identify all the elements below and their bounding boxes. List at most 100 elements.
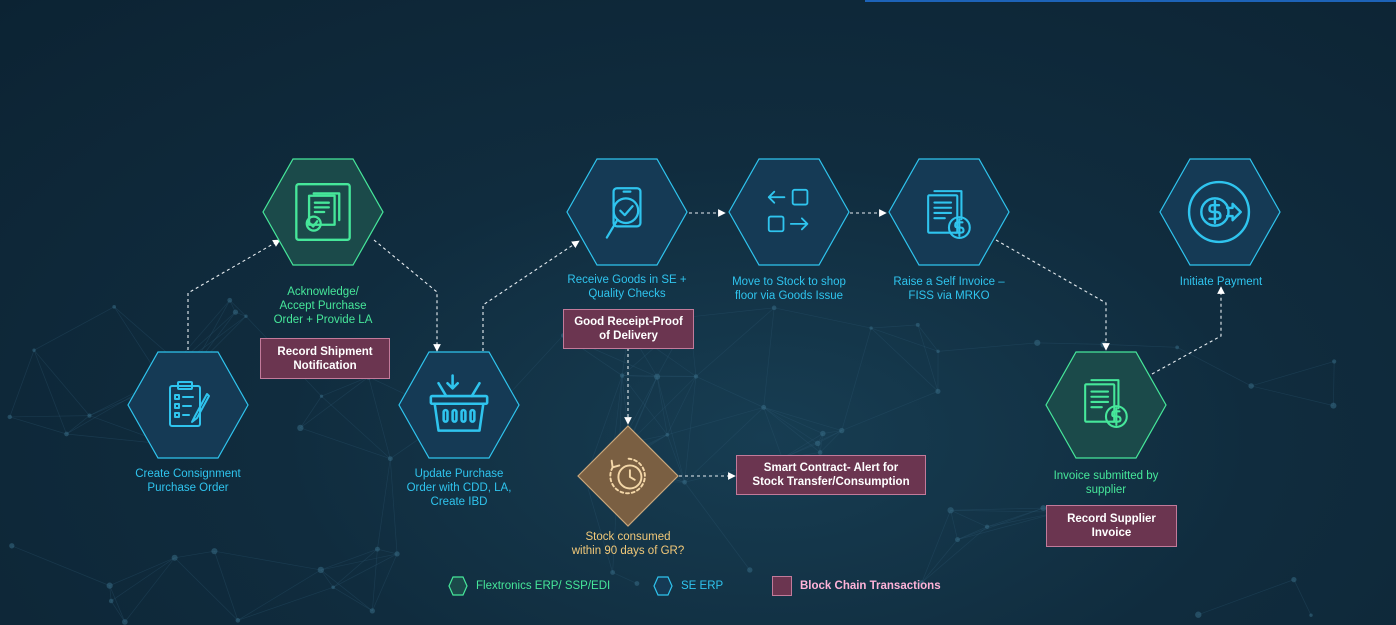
network-line <box>229 300 247 317</box>
network-line <box>321 376 369 397</box>
network-line <box>921 510 951 583</box>
network-line <box>1333 361 1335 406</box>
step-label-acknowledge-po: Acknowledge/ Accept Purchase Order + Pro… <box>273 286 373 326</box>
network-node <box>1034 339 1041 346</box>
network-line <box>1293 579 1312 616</box>
network-node <box>771 305 777 311</box>
legend-hex-blue-icon <box>653 576 673 596</box>
network-node <box>814 440 821 447</box>
invoice-dollar-icon <box>1084 379 1128 428</box>
transfer-boxes-icon <box>767 188 809 233</box>
network-line <box>950 510 958 540</box>
legend-hex-green-icon <box>448 576 468 596</box>
network-node <box>227 297 233 303</box>
connector-create-to-ack <box>187 239 281 350</box>
network-line <box>372 553 398 611</box>
network-node <box>761 404 767 410</box>
diamond-shape <box>577 425 679 527</box>
network-node <box>369 608 375 614</box>
network-node <box>235 618 241 623</box>
network-line <box>33 349 90 416</box>
network-line <box>320 569 334 588</box>
network-line <box>841 327 872 431</box>
network-node <box>331 585 335 590</box>
network-node <box>984 524 990 529</box>
invoice-dollar-icon <box>927 190 971 239</box>
step-label-move-stock: Move to Stock to shop floor via Goods Is… <box>732 276 846 302</box>
network-line <box>871 324 918 329</box>
network-line <box>938 342 1038 352</box>
network-line <box>986 507 1044 528</box>
legend-blockchain-swatch <box>772 576 792 596</box>
network-line <box>819 430 842 453</box>
network-node <box>387 456 393 462</box>
network-node <box>121 619 128 625</box>
network-line <box>763 407 842 431</box>
network-line <box>917 324 939 392</box>
blockchain-smart-contract: Smart Contract- Alert for Stock Transfer… <box>736 455 926 495</box>
network-line <box>817 430 842 444</box>
network-node <box>955 537 960 543</box>
blockchain-record-shipment: Record Shipment Notification <box>260 338 390 379</box>
network-node <box>87 413 92 418</box>
network-line <box>782 430 842 459</box>
network-line <box>1037 342 1104 345</box>
network-line <box>667 407 764 436</box>
network-line <box>66 415 90 435</box>
step-receive-goods <box>566 158 688 266</box>
network-line <box>332 548 378 588</box>
network-node <box>820 430 826 437</box>
step-self-invoice <box>888 158 1010 266</box>
step-move-stock <box>728 158 850 266</box>
network-node <box>317 566 325 574</box>
step-label-initiate-payment: Initiate Payment <box>1179 276 1263 288</box>
step-label-self-invoice: Raise a Self Invoice – FISS via MRKO <box>893 276 1005 302</box>
network-node <box>171 554 178 561</box>
legend-label-flextronics: Flextronics ERP/ SSP/EDI <box>476 580 611 592</box>
network-line <box>684 407 764 483</box>
blockchain-record-supplier-invoice: Record Supplier Invoice <box>1046 505 1177 547</box>
network-node <box>32 348 36 352</box>
step-label-receive-goods: Receive Goods in SE + Quality Checks <box>567 274 687 300</box>
network-line <box>9 416 67 435</box>
network-line <box>1251 385 1334 406</box>
network-node <box>1309 613 1313 617</box>
network-node <box>112 304 117 309</box>
network-line <box>695 376 764 408</box>
network-line <box>9 415 90 418</box>
step-create-po <box>127 351 249 459</box>
network-line <box>11 545 110 586</box>
network-line <box>320 569 373 612</box>
network-node <box>9 543 15 549</box>
connector-update-to-receive <box>482 240 580 351</box>
network-line <box>957 526 988 540</box>
network-line <box>763 407 821 453</box>
network-node <box>1248 383 1254 389</box>
network-line <box>300 376 369 429</box>
hexagon-se <box>728 158 850 266</box>
network-line <box>174 550 215 559</box>
network-line <box>1251 361 1335 387</box>
network-node <box>374 546 380 552</box>
network-line <box>841 390 939 431</box>
network-node <box>1175 345 1180 350</box>
network-node <box>654 373 661 380</box>
network-line <box>621 375 668 435</box>
network-node <box>619 373 625 378</box>
network-line <box>389 458 398 554</box>
step-label-stock-consumed: Stock consumed within 90 days of GR? <box>571 531 685 557</box>
hexagon-flextronics <box>1045 351 1167 459</box>
network-line <box>763 407 823 434</box>
network-line <box>377 548 398 555</box>
network-line <box>622 375 658 378</box>
network-node <box>919 580 925 585</box>
network-line <box>774 307 872 329</box>
step-label-update-po: Update Purchase Order with CDD, LA, Crea… <box>406 468 512 508</box>
network-node <box>947 507 954 514</box>
legend-label-se-erp: SE ERP <box>681 580 724 592</box>
magnifier-check-icon <box>605 187 642 239</box>
network-line <box>368 376 391 459</box>
network-line <box>9 350 35 418</box>
network-line <box>109 557 175 586</box>
